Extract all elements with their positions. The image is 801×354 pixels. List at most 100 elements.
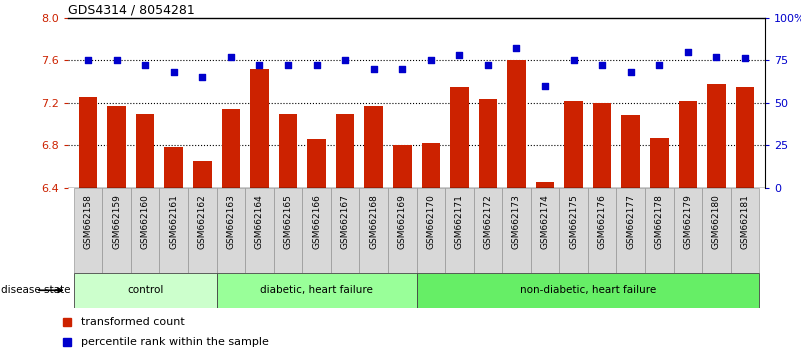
Bar — [364, 106, 383, 188]
Bar — [360, 188, 388, 273]
Point — [82, 57, 95, 63]
Bar — [74, 273, 216, 308]
Bar — [393, 145, 412, 188]
Text: GSM662166: GSM662166 — [312, 194, 321, 249]
Bar — [473, 188, 502, 273]
Bar — [417, 273, 759, 308]
Bar — [103, 188, 131, 273]
Bar — [531, 188, 559, 273]
Bar — [279, 114, 297, 188]
Bar — [593, 103, 611, 188]
Text: GSM662179: GSM662179 — [683, 194, 692, 249]
Text: control: control — [127, 285, 163, 295]
Bar — [274, 188, 302, 273]
Bar — [479, 99, 497, 188]
Point — [111, 57, 123, 63]
Text: GSM662164: GSM662164 — [255, 194, 264, 249]
Text: GSM662171: GSM662171 — [455, 194, 464, 249]
Point — [596, 62, 609, 68]
Point — [282, 62, 295, 68]
Text: GSM662158: GSM662158 — [83, 194, 93, 249]
Text: GSM662165: GSM662165 — [284, 194, 292, 249]
Text: GSM662162: GSM662162 — [198, 194, 207, 249]
Point — [567, 57, 580, 63]
Bar — [222, 109, 240, 188]
Point — [167, 69, 180, 75]
Text: GSM662161: GSM662161 — [169, 194, 179, 249]
Text: GSM662172: GSM662172 — [484, 194, 493, 249]
Bar — [193, 161, 211, 188]
Point — [682, 49, 694, 55]
Text: percentile rank within the sample: percentile rank within the sample — [81, 337, 269, 348]
Bar — [707, 84, 726, 188]
Point — [481, 62, 494, 68]
Text: GSM662170: GSM662170 — [426, 194, 435, 249]
Bar — [702, 188, 731, 273]
Text: GSM662163: GSM662163 — [227, 194, 235, 249]
Bar — [536, 182, 554, 188]
Text: non-diabetic, heart failure: non-diabetic, heart failure — [520, 285, 656, 295]
Bar — [216, 188, 245, 273]
Bar — [617, 188, 645, 273]
Text: GSM662176: GSM662176 — [598, 194, 606, 249]
Text: GSM662177: GSM662177 — [626, 194, 635, 249]
Text: GSM662175: GSM662175 — [569, 194, 578, 249]
Bar — [388, 188, 417, 273]
Text: GSM662180: GSM662180 — [712, 194, 721, 249]
Bar — [678, 101, 697, 188]
Text: GDS4314 / 8054281: GDS4314 / 8054281 — [68, 4, 195, 17]
Text: GSM662174: GSM662174 — [541, 194, 549, 249]
Point — [253, 62, 266, 68]
Bar — [336, 114, 354, 188]
Point — [453, 52, 465, 58]
Bar — [645, 188, 674, 273]
Bar — [136, 114, 155, 188]
Bar — [188, 188, 216, 273]
Text: GSM662169: GSM662169 — [398, 194, 407, 249]
Bar — [445, 188, 473, 273]
Text: GSM662167: GSM662167 — [340, 194, 349, 249]
Bar — [164, 147, 183, 188]
Text: diabetic, heart failure: diabetic, heart failure — [260, 285, 373, 295]
Text: GSM662173: GSM662173 — [512, 194, 521, 249]
Point — [538, 83, 551, 88]
Bar — [588, 188, 617, 273]
Bar — [107, 106, 126, 188]
Bar — [159, 188, 188, 273]
Point — [510, 45, 523, 51]
Text: disease state: disease state — [2, 285, 70, 295]
Bar — [302, 188, 331, 273]
Text: GSM662181: GSM662181 — [740, 194, 750, 249]
Text: GSM662160: GSM662160 — [141, 194, 150, 249]
Point — [139, 62, 151, 68]
Bar — [650, 138, 669, 188]
Point — [739, 56, 751, 61]
Bar — [565, 101, 583, 188]
Bar — [502, 188, 531, 273]
Text: GSM662159: GSM662159 — [112, 194, 121, 249]
Bar — [417, 188, 445, 273]
Bar — [450, 87, 469, 188]
Point — [396, 66, 409, 72]
Bar — [622, 115, 640, 188]
Text: GSM662168: GSM662168 — [369, 194, 378, 249]
Bar — [421, 143, 440, 188]
Point — [710, 54, 723, 59]
Point — [425, 57, 437, 63]
Bar — [78, 97, 98, 188]
Bar — [331, 188, 360, 273]
Bar — [735, 87, 755, 188]
Bar — [308, 139, 326, 188]
Bar — [674, 188, 702, 273]
Point — [653, 62, 666, 68]
Bar — [250, 69, 268, 188]
Text: GSM662178: GSM662178 — [654, 194, 664, 249]
Point — [339, 57, 352, 63]
Bar — [731, 188, 759, 273]
Bar — [216, 273, 417, 308]
Point — [368, 66, 380, 72]
Point — [310, 62, 323, 68]
Bar — [131, 188, 159, 273]
Text: transformed count: transformed count — [81, 317, 185, 327]
Bar — [507, 60, 525, 188]
